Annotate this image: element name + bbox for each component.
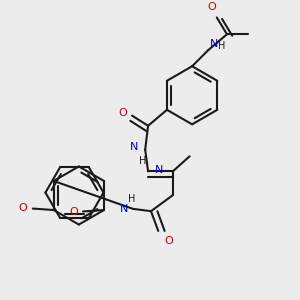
Text: N: N bbox=[130, 142, 138, 152]
Text: O: O bbox=[69, 207, 78, 217]
Text: O: O bbox=[165, 236, 173, 246]
Text: N: N bbox=[120, 204, 129, 214]
Text: O: O bbox=[207, 2, 216, 12]
Text: H: H bbox=[128, 194, 135, 204]
Text: O: O bbox=[19, 203, 28, 213]
Text: H: H bbox=[139, 156, 146, 166]
Text: O: O bbox=[118, 108, 127, 118]
Text: N: N bbox=[154, 165, 163, 175]
Text: N: N bbox=[209, 39, 218, 49]
Text: H: H bbox=[218, 41, 225, 51]
